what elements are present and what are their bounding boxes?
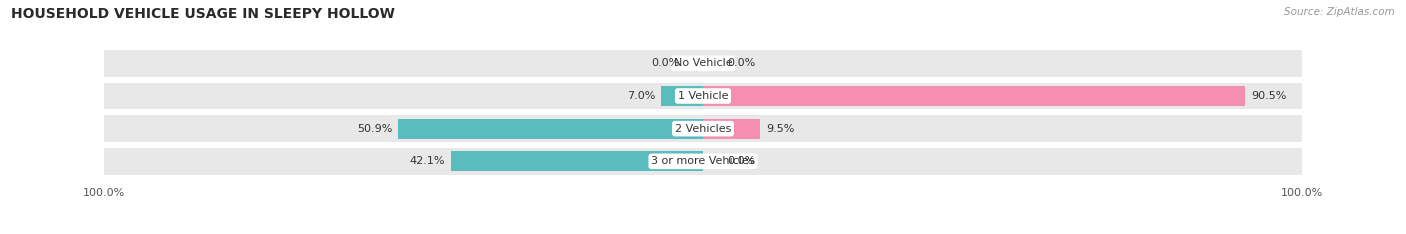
Text: 9.5%: 9.5% [766,124,794,134]
Text: HOUSEHOLD VEHICLE USAGE IN SLEEPY HOLLOW: HOUSEHOLD VEHICLE USAGE IN SLEEPY HOLLOW [11,7,395,21]
Bar [104,50,1302,77]
Text: 50.9%: 50.9% [357,124,392,134]
Bar [703,86,1244,106]
Text: Source: ZipAtlas.com: Source: ZipAtlas.com [1284,7,1395,17]
Text: 0.0%: 0.0% [727,156,755,166]
Text: 0.0%: 0.0% [651,58,679,68]
Bar [398,119,703,139]
Bar [104,83,1302,109]
Text: 90.5%: 90.5% [1251,91,1286,101]
Text: 2 Vehicles: 2 Vehicles [675,124,731,134]
Text: 7.0%: 7.0% [627,91,655,101]
Text: 42.1%: 42.1% [409,156,444,166]
Bar [661,86,703,106]
Text: 0.0%: 0.0% [727,58,755,68]
Text: 3 or more Vehicles: 3 or more Vehicles [651,156,755,166]
Bar [451,151,703,172]
Bar [703,119,759,139]
Text: 1 Vehicle: 1 Vehicle [678,91,728,101]
Bar [104,148,1302,175]
Bar [104,115,1302,142]
Text: No Vehicle: No Vehicle [673,58,733,68]
